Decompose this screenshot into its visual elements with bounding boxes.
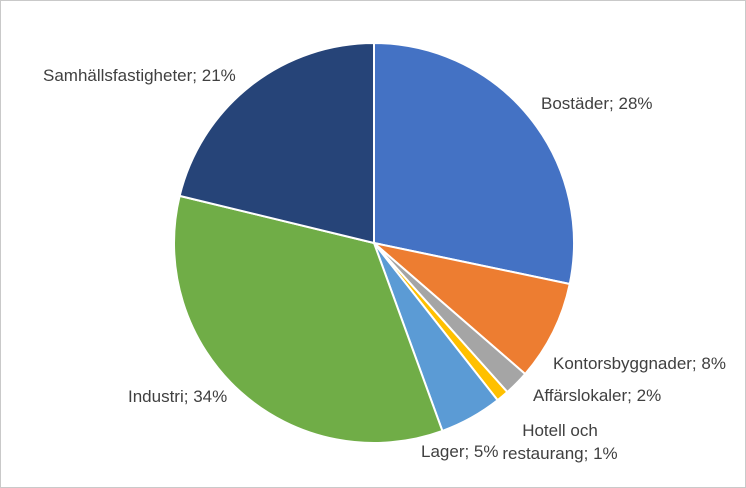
pie-slice-kontorsbyggnader [373,242,571,375]
pie-slice-samhallsfastigheter [178,42,375,244]
data-label-hotell-och-restaurang: Hotell och restaurang; 1% [502,421,618,463]
data-label-industri: Industri; 34% [128,387,228,406]
pie-slice-bostader [373,42,575,285]
data-label-bostader: Bostäder; 28% [541,94,653,113]
data-label-lager: Lager; 5% [421,442,499,461]
data-label-samhallsfastigheter: Samhällsfastigheter; 21% [43,66,236,85]
data-label-affarslokaler: Affärslokaler; 2% [533,386,662,405]
pie-slice-industri [173,194,444,444]
data-label-kontorsbyggnader: Kontorsbyggnader; 8% [553,354,726,373]
